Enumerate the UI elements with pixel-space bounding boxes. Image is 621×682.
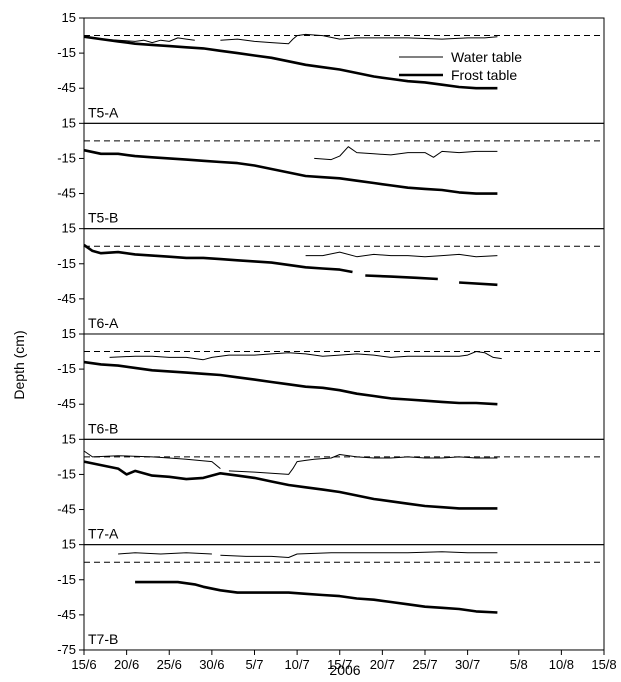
y-tick-label: -45 [57,502,76,517]
panel-label: T7-B [88,631,118,647]
y-tick-label: 15 [62,537,76,552]
panel-t5-b: 15 -15 -45 T5-B [57,115,605,230]
legend-water-label: Water table [451,49,522,65]
water-table-line [228,454,498,475]
panel-t7-b: 15 -15 -45 T7-B [57,537,605,651]
y-tick-label: 15 [62,326,76,341]
panel-label: T6-B [88,420,118,436]
x-tick-label: 25/6 [157,657,182,672]
frost-table-line [83,148,498,195]
y-tick-label: -15 [57,150,76,165]
y-tick-label: -15 [57,572,76,587]
x-tick-label: 5/7 [245,657,263,672]
legend-frost-label: Frost table [451,67,517,83]
frost-table-line [135,580,498,614]
x-tick-label: 15/7 [327,657,352,672]
panel-label: T5-A [88,104,119,120]
y-tick-label: -15 [57,466,76,481]
water-table-line [118,552,212,555]
water-table-line [305,251,498,258]
y-tick-label: -15 [57,45,76,60]
panel-t7-a: 15 -15 -45 T7-A [57,431,605,546]
y-tick-label: -45 [57,396,76,411]
frost-table-line [83,360,498,406]
frost-table-line [83,460,498,510]
y-tick-label: -45 [57,291,76,306]
water-table-line [314,146,498,161]
panel-frame [83,333,605,440]
y-tick-label: -45 [57,186,76,201]
panel-t6-a: 15 -15 -45 T6-A [57,221,605,335]
x-axis-title: 2006 [329,662,360,678]
y-tick-label: -45 [57,80,76,95]
legend: Water table Frost table [399,49,522,83]
water-table-line [220,33,498,45]
water-table-line [83,450,221,469]
y-tick-label-bottom: -75 [57,642,76,657]
x-tick-label: 30/6 [199,657,224,672]
x-tick-label: 30/7 [455,657,480,672]
panel-frame [83,228,605,335]
panel-label: T7-A [88,526,119,542]
y-tick-label: 15 [62,10,76,25]
panel-label: T5-B [88,210,118,226]
y-tick-label: 15 [62,431,76,446]
y-tick-label: -15 [57,361,76,376]
panel-frame [83,122,605,230]
x-tick-label: 10/7 [284,657,309,672]
frost-table-line [365,274,438,281]
water-table-line [220,551,498,558]
x-tick-label: 10/8 [549,657,574,672]
y-axis-title: Depth (cm) [11,330,27,399]
x-tick-label: 15/6 [71,657,96,672]
y-tick-label: -15 [57,256,76,271]
panel-t6-b: 15 -15 -45 T6-B [57,326,605,440]
water-table-line [109,351,502,361]
frost-table-line [83,243,353,274]
frost-table-line [83,35,498,90]
y-tick-label: 15 [62,221,76,236]
y-tick-label: -45 [57,607,76,622]
panels-group: 15 -15 -45 T5-A 15 -15 -45 T5-B 15 -15 -45 T6-A 15 -1… [57,10,616,672]
x-tick-label: 25/7 [412,657,437,672]
frost-table-line [459,281,498,287]
x-tick-label: 20/7 [370,657,395,672]
x-tick-label: 20/6 [114,657,139,672]
panel-frame [83,544,605,651]
panel-t5-a: 15 -15 -45 T5-A [57,10,605,124]
x-tick-label: 5/8 [510,657,528,672]
panel-label: T6-A [88,315,119,331]
x-tick-label: 15/8 [591,657,616,672]
y-tick-label: 15 [62,115,76,130]
